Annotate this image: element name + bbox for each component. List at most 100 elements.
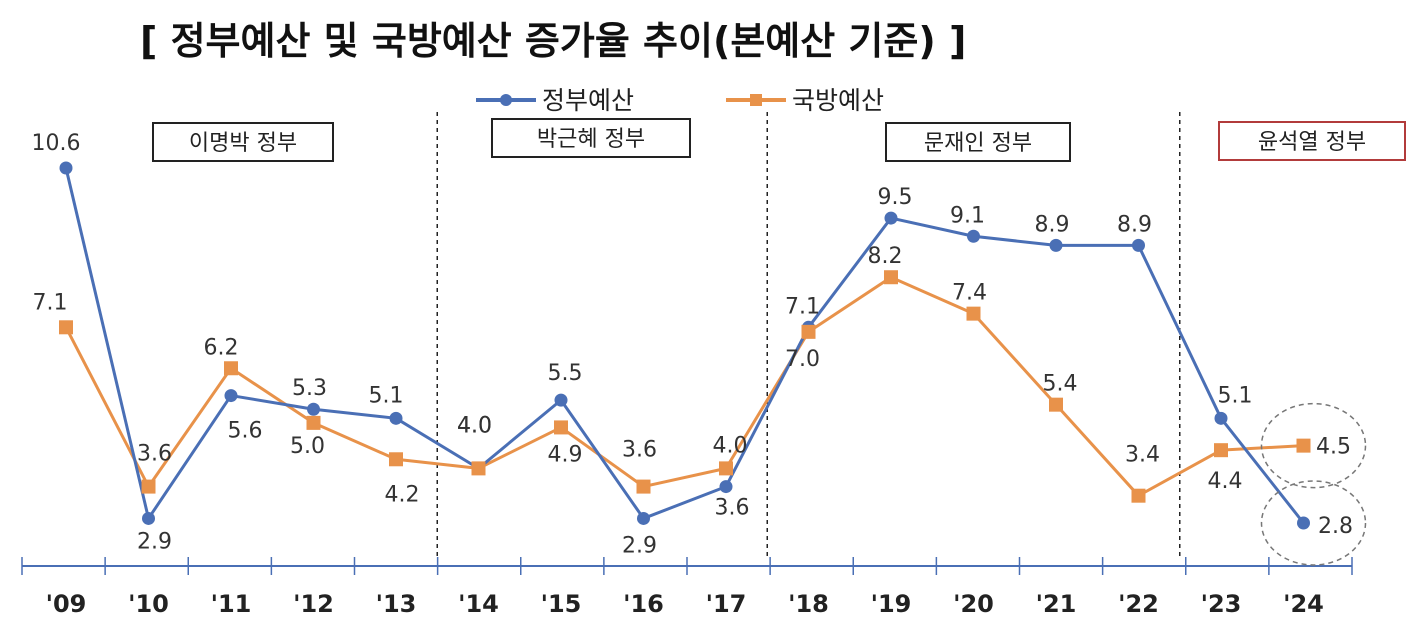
point-0-15 — [1297, 516, 1310, 530]
data-label-0-8: 3.6 — [715, 496, 750, 521]
chart-title: [ 정부예산 및 국방예산 증가율 추이(본예산 기준) ] — [140, 19, 966, 63]
x-tick-label-6: '15 — [541, 590, 582, 618]
data-label-0-1: 2.9 — [137, 529, 172, 554]
point-0-8 — [719, 480, 733, 494]
data-label-0-0: 10.6 — [32, 131, 81, 156]
point-0-7 — [637, 511, 650, 525]
point-0-6 — [554, 393, 568, 407]
data-label-1-4: 4.2 — [385, 482, 420, 507]
data-label-0-14: 5.1 — [1218, 383, 1253, 408]
period-label-3: 윤석열 정부 — [1258, 130, 1366, 155]
data-label-0-13: 8.9 — [1117, 212, 1152, 237]
legend: 정부예산 국방예산 — [476, 86, 884, 115]
point-1-6 — [554, 420, 568, 435]
x-axis: '09 '10 '11 '12 '13 '14 '15 '16 '17 '18 '19 '20 '21 '… — [21, 557, 1353, 618]
series-line-0 — [64, 167, 1305, 524]
point-1-11 — [966, 306, 981, 321]
point-0-3 — [307, 402, 320, 416]
data-label-1-3: 5.0 — [290, 434, 325, 459]
highlight-circle-0 — [1260, 480, 1367, 566]
data-labels: 10.6 2.9 5.6 5.3 5.1 4.0 5.5 2.9 3.6 7.1 9.5 9.1 8.9… — [32, 131, 1353, 558]
point-1-12 — [1049, 397, 1063, 412]
point-0-2 — [224, 389, 238, 403]
data-label-1-2: 6.2 — [204, 335, 239, 360]
x-tick-label-4: '13 — [376, 590, 417, 618]
point-0-1 — [142, 511, 155, 525]
period-label-2: 문재인 정부 — [924, 131, 1032, 156]
data-label-0-4: 5.1 — [369, 383, 404, 408]
highlight-circle-1 — [1260, 402, 1367, 489]
x-tick-label-12: '21 — [1036, 590, 1077, 618]
data-label-1-1: 3.6 — [137, 442, 172, 467]
period-label-0: 이명박 정부 — [189, 131, 297, 156]
point-1-2 — [224, 361, 238, 376]
data-label-0-6: 5.5 — [548, 361, 583, 386]
point-1-7 — [636, 479, 651, 494]
series-line-1 — [64, 275, 1304, 498]
period-label-1: 박근혜 정부 — [537, 127, 645, 152]
point-1-8 — [719, 461, 733, 476]
data-label-1-13: 3.4 — [1125, 443, 1160, 468]
point-1-14 — [1214, 443, 1228, 458]
series-layer — [59, 161, 1311, 530]
period-dividers — [436, 112, 1181, 556]
point-0-12 — [1049, 238, 1063, 252]
point-0-11 — [967, 229, 980, 243]
data-label-1-15: 4.5 — [1316, 435, 1351, 460]
data-label-0-11: 9.1 — [950, 203, 985, 228]
data-label-0-10: 9.5 — [878, 185, 913, 210]
x-tick-label-15: '24 — [1283, 590, 1324, 618]
data-label-1-5: 4.0 — [457, 413, 492, 438]
period-box-1 — [491, 118, 691, 158]
x-tick-label-11: '20 — [953, 590, 994, 618]
legend-marker-1 — [750, 94, 762, 106]
x-tick-label-3: '12 — [293, 590, 334, 618]
data-label-0-7: 2.9 — [622, 533, 657, 558]
data-label-1-8: 4.0 — [713, 433, 748, 458]
x-tick-label-9: '18 — [788, 590, 829, 618]
legend-label-1: 국방예산 — [792, 86, 884, 115]
period-box-0 — [152, 122, 334, 162]
x-tick-label-1: '10 — [128, 590, 169, 618]
x-tick-label-10: '19 — [871, 590, 912, 618]
x-tick-label-13: '22 — [1118, 590, 1159, 618]
legend-marker-0 — [500, 94, 512, 106]
x-tick-label-2: '11 — [211, 590, 252, 618]
data-label-1-11: 7.4 — [952, 281, 987, 306]
x-tick-label-0: '09 — [46, 590, 87, 618]
point-1-13 — [1131, 488, 1146, 503]
period-boxes: 이명박 정부 박근혜 정부 문재인 정부 윤석열 정부 — [152, 118, 1406, 162]
data-label-1-0: 7.1 — [33, 290, 68, 315]
data-label-0-12: 8.9 — [1035, 212, 1070, 237]
point-0-10 — [884, 211, 898, 225]
data-label-0-2: 5.6 — [228, 419, 263, 444]
data-label-0-15: 2.8 — [1318, 514, 1353, 539]
point-1-4 — [389, 452, 403, 467]
x-tick-label-14: '23 — [1201, 590, 1242, 618]
point-1-15 — [1296, 438, 1311, 453]
data-label-0-3: 5.3 — [292, 376, 327, 401]
x-tick-label-8: '17 — [706, 590, 747, 618]
data-label-1-10: 8.2 — [868, 244, 903, 269]
point-0-14 — [1214, 411, 1228, 425]
x-tick-label-7: '16 — [623, 590, 664, 618]
point-0-13 — [1132, 238, 1145, 252]
data-label-1-6: 4.9 — [548, 442, 583, 467]
point-1-5 — [471, 461, 486, 476]
point-0-4 — [389, 411, 403, 425]
data-label-1-12: 5.4 — [1043, 372, 1078, 397]
data-label-1-7: 3.6 — [622, 438, 657, 463]
data-label-0-9: 7.1 — [785, 294, 820, 319]
point-0-0 — [59, 161, 73, 175]
x-tick-label-5: '14 — [458, 590, 499, 618]
data-label-1-14: 4.4 — [1208, 469, 1243, 494]
data-label-1-9: 7.0 — [785, 347, 820, 372]
point-1-9 — [801, 324, 816, 339]
period-box-3 — [1218, 121, 1406, 161]
period-box-2 — [885, 122, 1071, 162]
point-1-3 — [306, 415, 321, 430]
point-1-10 — [884, 270, 898, 285]
data-label-0-5: 4.0 — [457, 413, 492, 438]
point-1-0 — [59, 320, 73, 335]
